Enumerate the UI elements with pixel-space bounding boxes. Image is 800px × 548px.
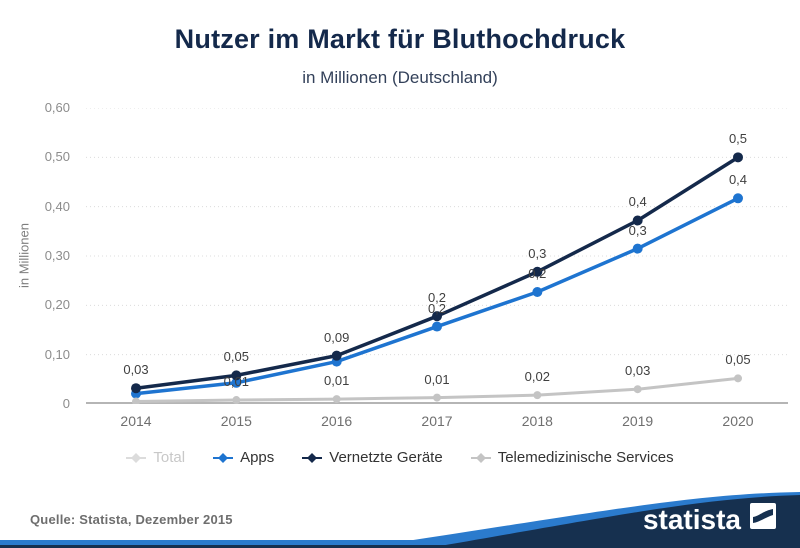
- marker-telemedizinische-services: [232, 396, 241, 404]
- legend-marker-icon: [213, 452, 234, 463]
- marker-telemedizinische-services: [533, 391, 542, 400]
- data-label-vernetzte-ger-te: 0,4: [628, 194, 647, 210]
- legend-item-total: Total: [126, 449, 185, 466]
- legend-item-vernetzte-ger-te: Vernetzte Geräte: [302, 449, 443, 466]
- legend-label: Apps: [240, 449, 275, 466]
- marker-vernetzte-ger-te: [632, 215, 643, 226]
- data-label-apps: 0,3: [628, 222, 647, 238]
- marker-vernetzte-ger-te: [331, 350, 342, 361]
- legend-item-apps: Apps: [213, 449, 274, 466]
- marker-apps: [733, 193, 743, 204]
- chart-subtitle: in Millionen (Deutschland): [302, 68, 498, 87]
- marker-vernetzte-ger-te: [733, 152, 743, 163]
- data-label-telemedizinische-services: 0,02: [524, 369, 550, 385]
- legend-label: Total: [153, 449, 186, 466]
- x-tick-label: 2014: [120, 413, 152, 429]
- marker-apps: [231, 377, 242, 388]
- x-tick-label: 2020: [722, 413, 754, 429]
- legend-label: Telemedizinische Services: [497, 449, 674, 466]
- y-tick-label: 0,60: [44, 100, 70, 115]
- data-label-vernetzte-ger-te: 0,2: [427, 290, 447, 306]
- statista-footer-banner: statista: [0, 492, 800, 548]
- y-tick-label: 0: [62, 396, 70, 411]
- data-label-apps: 0,4: [728, 172, 748, 188]
- plot-area: [86, 108, 788, 404]
- y-tick-label: 0,30: [44, 248, 70, 263]
- x-tick-label: 2016: [321, 413, 353, 429]
- x-tick-label: 2018: [521, 413, 553, 429]
- marker-telemedizinische-services: [132, 397, 140, 404]
- data-label-telemedizinische-services: 0,01: [324, 373, 350, 389]
- data-label-apps: 0,2: [427, 300, 447, 316]
- x-tick-label: 2019: [622, 413, 654, 429]
- y-tick-label: 0,50: [44, 149, 70, 165]
- y-tick-label: 0,40: [44, 198, 70, 214]
- statista-logo-icon: [750, 503, 776, 529]
- data-label-telemedizinische-services: 0,05: [725, 352, 751, 368]
- data-label-vernetzte-ger-te: 0,03: [123, 362, 149, 378]
- x-tick-label: 2017: [421, 413, 453, 429]
- legend-item-telemedizinische-services: Telemedizinische Services: [470, 449, 674, 466]
- marker-telemedizinische-services: [332, 395, 341, 404]
- data-label-telemedizinische-services: 0,01: [223, 374, 249, 390]
- marker-vernetzte-ger-te: [131, 383, 141, 394]
- data-label-telemedizinische-services: 0,03: [625, 363, 651, 379]
- marker-telemedizinische-services: [734, 374, 742, 383]
- legend-label: Vernetzte Geräte: [329, 449, 443, 466]
- marker-vernetzte-ger-te: [231, 370, 242, 381]
- marker-apps: [532, 287, 543, 298]
- footer-bottom-navy-strip: [0, 545, 800, 548]
- legend-marker-icon: [126, 452, 147, 463]
- marker-vernetzte-ger-te: [432, 311, 442, 322]
- legend-marker-icon: [302, 452, 323, 463]
- data-label-vernetzte-ger-te: 0,3: [528, 245, 547, 261]
- source-note: Quelle: Statista, Dezember 2015: [30, 512, 233, 527]
- y-tick-label: 0,20: [44, 297, 70, 313]
- marker-vernetzte-ger-te: [532, 266, 543, 277]
- data-label-telemedizinische-services: 0,01: [424, 371, 450, 387]
- legend: Total Apps Vernetzte Geräte Telemedizinisch…: [0, 449, 800, 466]
- statista-wordmark: statista: [643, 504, 741, 535]
- data-label-apps: 0,2: [528, 266, 547, 281]
- data-label-vernetzte-ger-te: 0,09: [324, 329, 350, 345]
- marker-telemedizinische-services: [433, 393, 441, 402]
- y-tick-label: 0,10: [44, 346, 70, 362]
- data-label-vernetzte-ger-te: 0,5: [728, 131, 748, 147]
- marker-telemedizinische-services: [633, 385, 642, 394]
- marker-apps: [432, 321, 442, 332]
- data-label-vernetzte-ger-te: 0,05: [223, 349, 249, 365]
- footer-bottom-blue-strip: [0, 540, 800, 545]
- x-tick-label: 2015: [220, 413, 252, 429]
- chart-title: Nutzer im Markt für Bluthochdruck: [174, 24, 626, 54]
- marker-apps: [632, 243, 643, 254]
- footer-navy-swoosh: [440, 495, 800, 548]
- legend-marker-icon: [470, 452, 491, 463]
